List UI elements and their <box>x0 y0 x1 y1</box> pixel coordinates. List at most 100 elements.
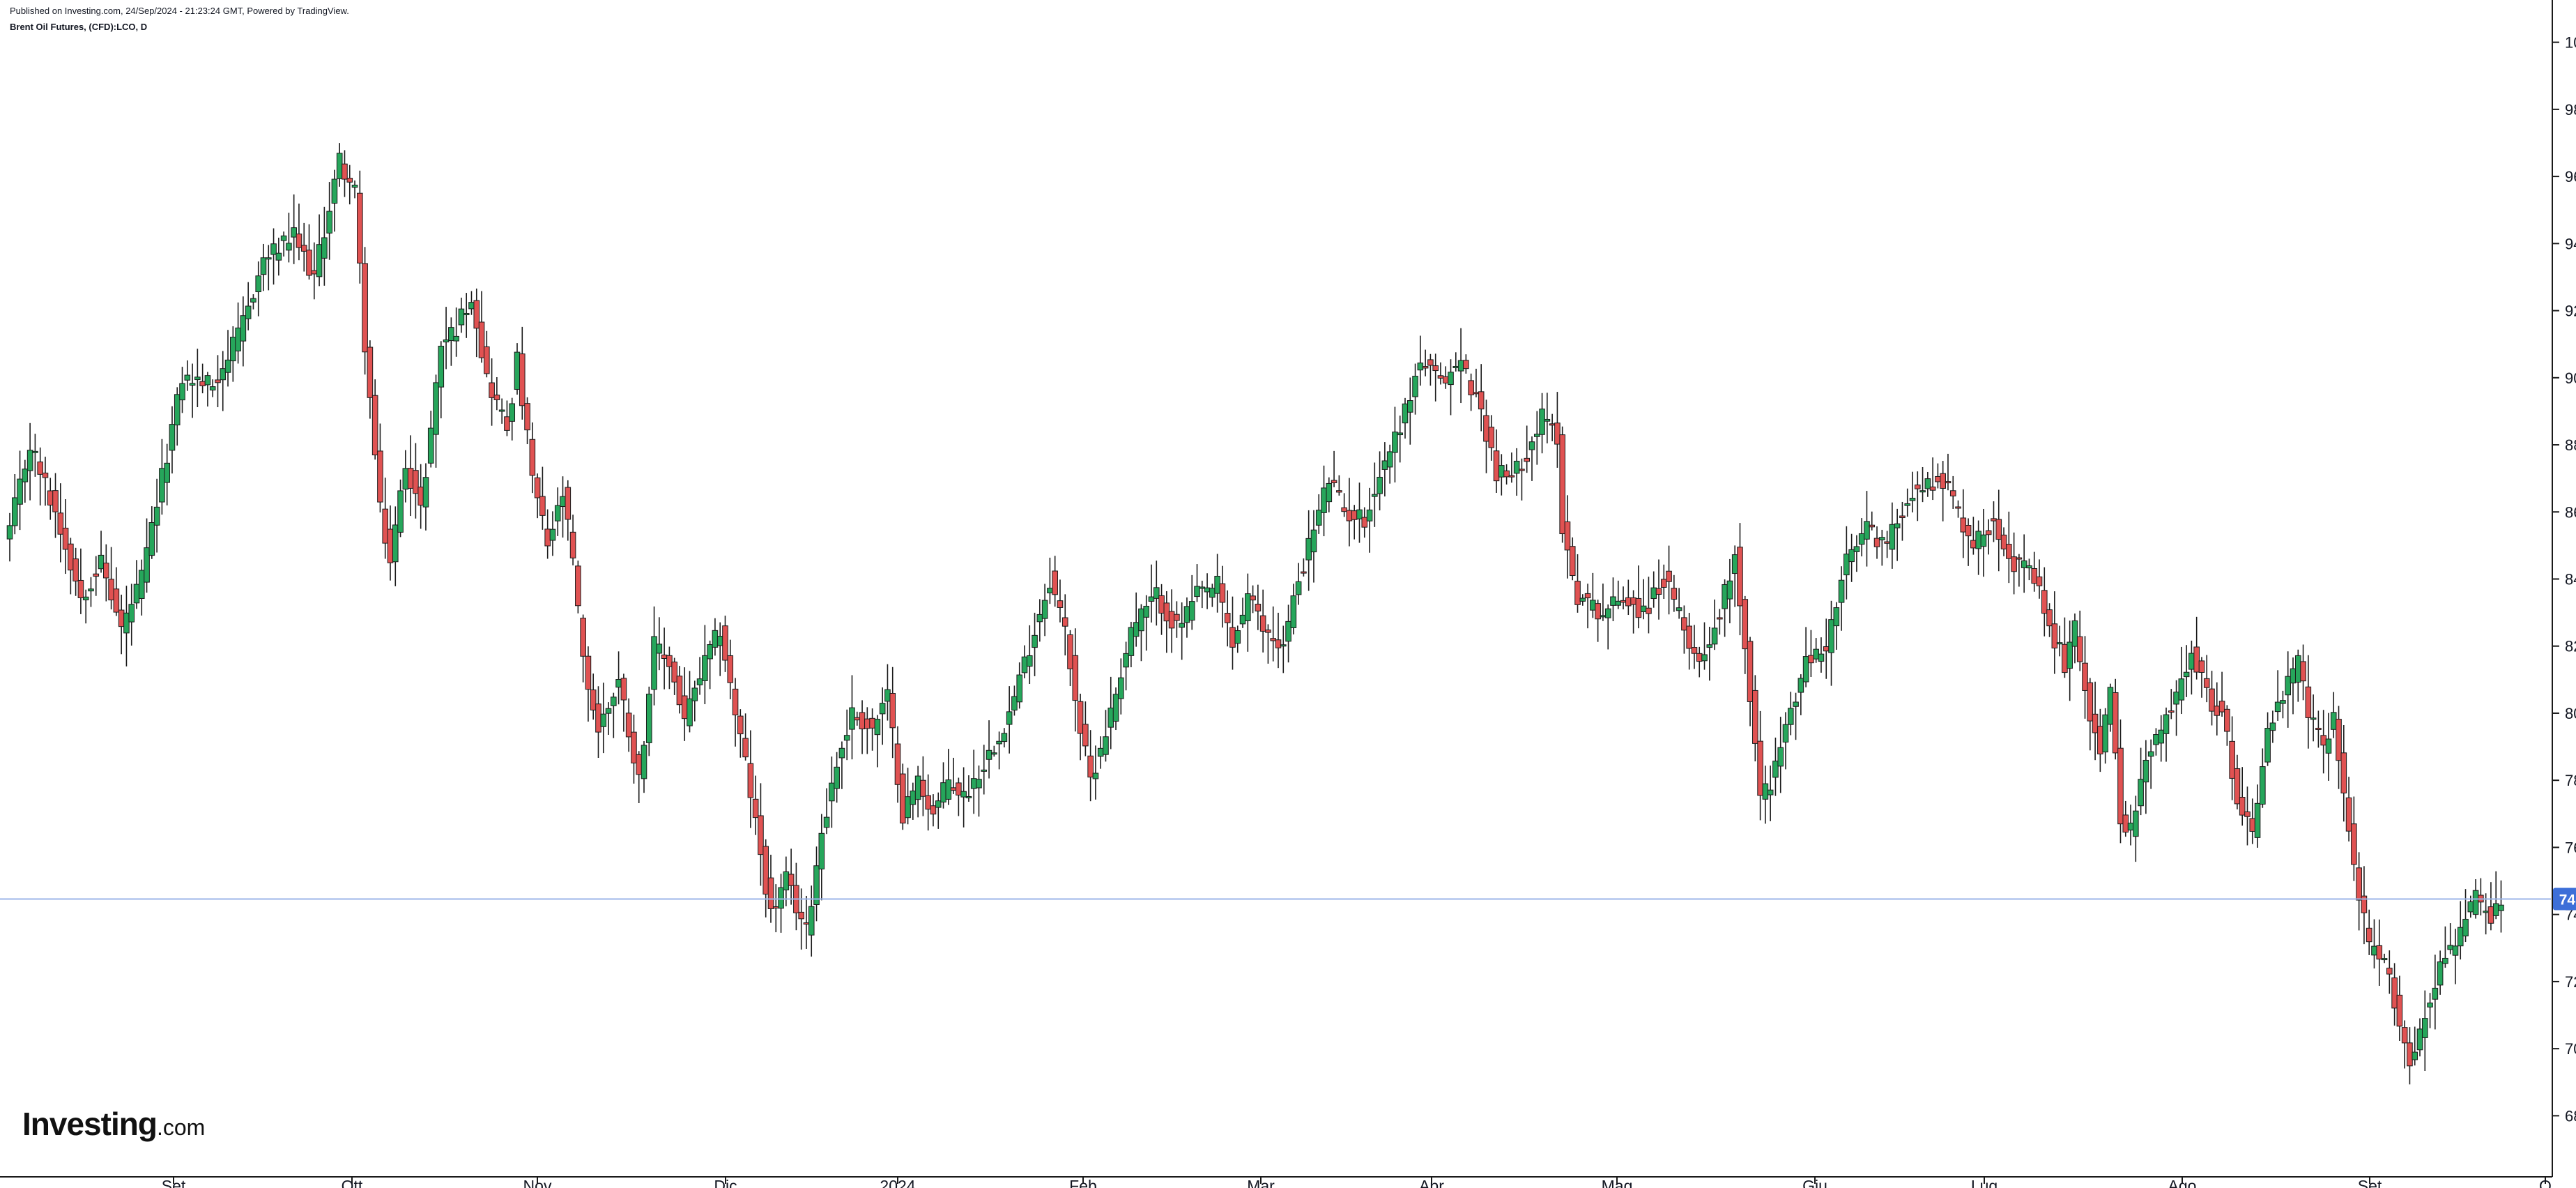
candle-down <box>311 270 318 275</box>
candle-up <box>1381 460 1388 470</box>
candle-down <box>930 805 937 815</box>
candle-up <box>240 315 247 342</box>
candle-down <box>1620 600 1627 603</box>
candle-up <box>554 505 561 521</box>
candle-up <box>1097 747 1104 757</box>
candle-up <box>1143 605 1150 618</box>
candle-up <box>1188 601 1195 621</box>
candle-up <box>2254 802 2261 838</box>
candle-down <box>2031 568 2038 584</box>
candle-up <box>1047 588 1053 593</box>
candle-up <box>843 735 850 741</box>
candle-down <box>1686 625 1692 649</box>
candle-up <box>291 227 297 238</box>
candle-up <box>230 337 236 362</box>
candle-down <box>1960 517 1967 533</box>
candle-up <box>1016 674 1023 703</box>
candle-down <box>1747 641 1754 702</box>
candle-up <box>981 769 988 772</box>
candle-down <box>371 395 378 456</box>
candle-down <box>2386 968 2393 975</box>
candle-up <box>220 368 227 381</box>
candle-up <box>1092 772 1099 779</box>
candle-up <box>2457 927 2464 947</box>
candle-up <box>2173 692 2179 705</box>
candle-up <box>1919 490 1926 493</box>
candle-down <box>1899 515 1906 519</box>
candle-up <box>438 345 445 388</box>
candle-up <box>2138 779 2144 807</box>
candle-up <box>879 703 886 715</box>
candle-up <box>1711 627 1718 645</box>
candle-up <box>1650 587 1657 600</box>
candle-down <box>762 846 769 894</box>
candle-down <box>382 508 389 544</box>
candle-down <box>1929 486 1936 491</box>
candle-up <box>22 469 29 482</box>
candle-down <box>504 416 510 431</box>
candle-down <box>2122 814 2129 833</box>
logo-suffix: .com <box>156 1115 206 1140</box>
candle-up <box>260 257 267 275</box>
candle-down <box>1752 690 1758 744</box>
candle-down <box>2041 590 2048 614</box>
candle-up <box>1366 509 1373 521</box>
candle-down <box>387 528 394 563</box>
candle-up <box>965 795 972 798</box>
candle-down <box>1493 450 1500 482</box>
candle-down <box>1823 646 1830 652</box>
candle-down <box>296 234 302 248</box>
candle-up <box>1853 546 1860 552</box>
candle-up <box>1843 554 1850 576</box>
candle-down <box>747 763 754 798</box>
candle-down <box>1219 583 1226 603</box>
candle-up <box>1179 623 1185 628</box>
candle-down <box>2361 895 2368 913</box>
investing-logo[interactable]: Investing.com <box>22 1105 205 1143</box>
candle-up <box>2492 903 2499 916</box>
candle-down <box>1488 427 1495 448</box>
candle-down <box>737 715 744 735</box>
candle-down <box>1884 541 1890 544</box>
candle-up <box>235 327 241 351</box>
candle-up <box>133 584 140 604</box>
candle-down <box>478 321 485 358</box>
candle-up <box>286 243 292 251</box>
candle-up <box>2260 766 2266 805</box>
candle-up <box>1239 614 1246 625</box>
candle-up <box>2498 904 2504 911</box>
candle-down <box>367 346 374 398</box>
candle-down <box>798 911 804 920</box>
candle-down <box>1275 639 1282 648</box>
candle-down <box>1569 546 1576 577</box>
candle-up <box>1539 409 1545 435</box>
candle-up <box>905 796 911 818</box>
candle-up <box>2472 890 2479 915</box>
candle-down <box>2092 713 2099 733</box>
candle-up <box>986 749 992 760</box>
candle-down <box>580 618 586 657</box>
candle-down <box>52 490 59 512</box>
candle-up <box>2178 678 2185 701</box>
candle-down <box>1077 701 1084 734</box>
candle-down <box>2356 867 2362 901</box>
candle-down <box>1174 614 1180 621</box>
candle-down <box>2168 710 2175 713</box>
candle-up <box>1153 587 1160 599</box>
candle-up <box>707 644 713 660</box>
candle-up <box>2067 641 2073 669</box>
candle-down <box>1742 599 1749 650</box>
candle-up <box>255 275 262 293</box>
candle-up <box>448 327 454 342</box>
candle-up <box>976 779 982 789</box>
candle-up <box>1924 478 1931 489</box>
candle-down <box>2305 686 2312 718</box>
candle-down <box>342 163 348 180</box>
candle-down <box>1067 634 1073 669</box>
candle-up <box>823 816 830 828</box>
candle-up <box>2021 560 2027 568</box>
candle-up <box>1041 600 1048 619</box>
candle-down <box>2117 747 2124 825</box>
candle-down <box>2244 811 2251 817</box>
candle-down <box>1437 375 1444 379</box>
